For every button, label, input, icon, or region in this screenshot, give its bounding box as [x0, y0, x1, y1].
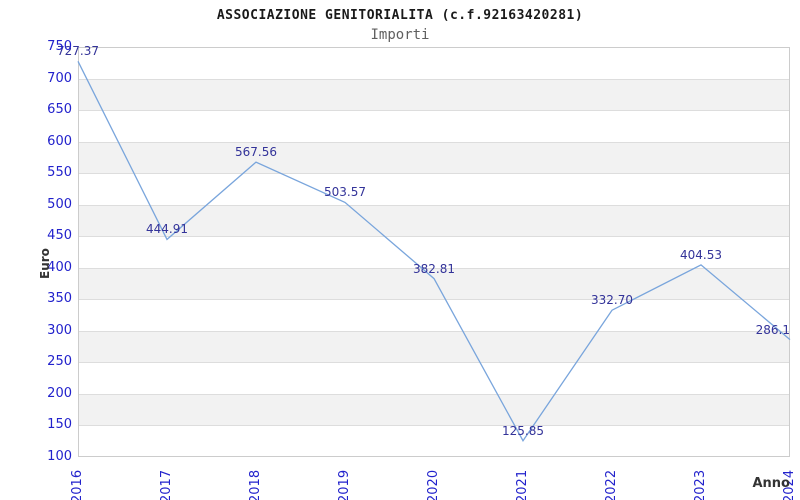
data-point-label: 286.1 [755, 322, 790, 337]
band [78, 267, 790, 300]
data-point-label: 567.56 [235, 145, 277, 160]
gridline [78, 141, 790, 143]
y-tick-label: 400 [47, 259, 72, 275]
y-tick-label: 500 [47, 196, 72, 212]
gridline [78, 330, 790, 332]
x-tick-label: 2022 [604, 469, 619, 500]
x-tick-label: 2020 [426, 469, 441, 500]
chart-title: ASSOCIAZIONE GENITORIALITA (c.f.92163420… [216, 8, 584, 23]
plot-area: 727.37 444.91 567.56 503.57 382.81 125.85 332.… [57, 44, 791, 457]
x-tick-label: 2021 [515, 469, 530, 500]
series-polyline [77, 61, 791, 442]
gridline [78, 362, 790, 364]
data-point-label: 382.81 [413, 261, 455, 276]
y-tick-label: 250 [47, 354, 72, 370]
y-tick-label: 650 [47, 102, 72, 118]
y-tick-label: 600 [47, 133, 72, 149]
y-tick-label: 300 [47, 322, 72, 338]
x-tick-label: 2016 [70, 469, 85, 500]
y-tick-label: 550 [47, 165, 72, 181]
line-series [77, 61, 791, 442]
data-point-label: 727.37 [57, 44, 99, 59]
x-tick-label: 2018 [248, 469, 263, 500]
y-tick-label: 700 [47, 70, 72, 86]
y-axis-title: Euro [38, 248, 52, 279]
band [78, 393, 790, 426]
y-tick-label: 350 [47, 291, 72, 307]
x-tick-label: 2017 [159, 469, 174, 500]
y-tick-label: 100 [47, 449, 72, 464]
gridline [78, 110, 790, 112]
data-point-label: 125.85 [502, 423, 544, 438]
gridline [78, 267, 790, 269]
x-tick-label: 2019 [337, 469, 352, 500]
gridline [78, 236, 790, 238]
gridline [78, 204, 790, 206]
x-axis-title: Anno [752, 476, 790, 491]
band [78, 204, 790, 237]
y-tick-label: 450 [47, 228, 72, 244]
gridline [78, 425, 790, 427]
band [78, 141, 790, 174]
gridline [78, 299, 790, 301]
y-tick-label: 150 [47, 417, 72, 433]
y-tick-label: 750 [47, 39, 72, 54]
gridline [78, 78, 790, 80]
data-point-label: 503.57 [324, 185, 366, 200]
band [78, 330, 790, 363]
data-point-label: 404.53 [680, 247, 722, 262]
data-point-label: 332.70 [591, 293, 633, 308]
gridline [78, 393, 790, 395]
gridline [78, 173, 790, 175]
band [78, 78, 790, 111]
y-tick-label: 200 [47, 385, 72, 401]
plot-border [78, 47, 790, 457]
chart-subtitle: Importi [370, 27, 430, 43]
data-point-label: 444.91 [146, 222, 188, 237]
